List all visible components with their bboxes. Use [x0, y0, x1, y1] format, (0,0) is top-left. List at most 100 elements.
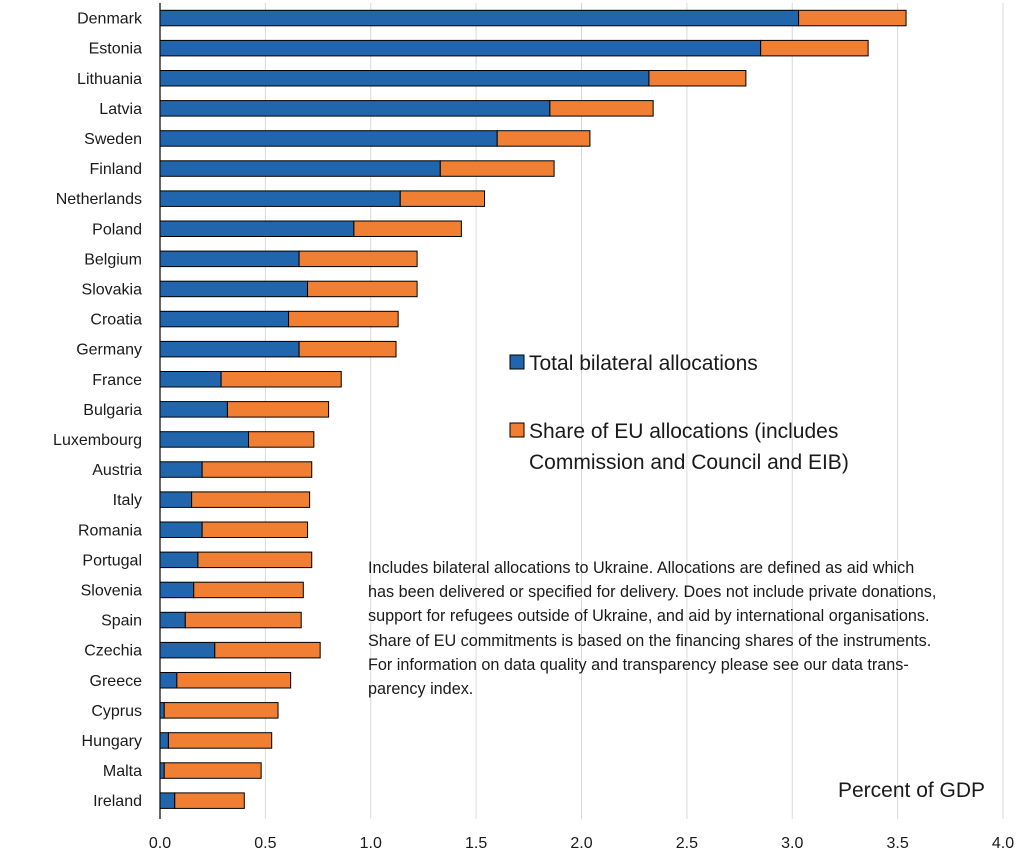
bar-eu-share [549, 100, 654, 117]
bar-bilateral [159, 431, 250, 448]
bar-bilateral [159, 702, 165, 719]
x-tick-label: 1.0 [360, 835, 382, 852]
bar-eu-share [496, 130, 591, 147]
bar-bilateral [159, 9, 800, 27]
bar-bilateral [159, 641, 216, 659]
category-label: France [92, 372, 142, 389]
category-label: Poland [92, 221, 142, 238]
note-line: Share of EU commitments is based on the … [368, 631, 932, 650]
category-labels: Denmark Estonia Lithuania Latvia Sweden Finla… [53, 11, 143, 811]
bar-eu-share [214, 641, 321, 659]
legend-label: Total bilateral allocations [529, 352, 758, 375]
bar-eu-share [201, 521, 309, 538]
bar-bilateral [159, 39, 762, 57]
note-line: Includes bilateral allocations to Ukrain… [368, 559, 915, 577]
category-label: Sweden [84, 131, 142, 148]
note-line: support for refugees outside of Ukraine,… [368, 607, 930, 626]
category-label: Lithuania [77, 71, 142, 88]
note-line: has been delivered or specified for deli… [368, 583, 937, 602]
note-line: For information on data quality and tran… [368, 655, 909, 674]
bar-eu-share [176, 672, 292, 689]
bar-eu-share [184, 611, 302, 629]
category-label: Latvia [99, 101, 142, 118]
x-tick-label: 4.0 [992, 835, 1014, 852]
category-label: Romania [78, 522, 142, 539]
category-label: Portugal [82, 552, 142, 569]
category-label: Malta [103, 763, 142, 780]
bar-bilateral [159, 551, 199, 569]
bar-eu-share [193, 581, 304, 599]
bar-bilateral [159, 371, 222, 388]
category-label: Denmark [77, 11, 143, 28]
category-label: Belgium [84, 251, 142, 268]
x-tick-label: 3.0 [781, 835, 803, 852]
bar-eu-share [760, 39, 869, 57]
bar-bilateral [159, 130, 498, 147]
bar-eu-share [248, 431, 315, 448]
category-label: Croatia [90, 312, 142, 329]
bar-bilateral [159, 310, 290, 328]
chart-note: Includes bilateral allocations to Ukrain… [368, 556, 1008, 701]
bar-eu-share [174, 792, 245, 809]
x-tick-label: 1.5 [465, 835, 487, 852]
bar-bilateral [159, 220, 355, 237]
category-label: Austria [92, 462, 142, 479]
legend-swatch [509, 354, 525, 370]
category-label: Bulgaria [83, 402, 142, 419]
bar-eu-share [307, 280, 418, 298]
bar-bilateral [159, 250, 300, 268]
bar-bilateral [159, 401, 228, 418]
bar-eu-share [798, 9, 907, 27]
bar-eu-share [353, 220, 462, 237]
legend-label: Share of EU allocations (includes [529, 420, 838, 443]
bar-eu-share [220, 371, 342, 388]
bar-bilateral [159, 581, 195, 599]
bar-eu-share [439, 160, 555, 177]
bar-bilateral [159, 160, 441, 177]
bar-eu-share [167, 732, 273, 749]
category-label: Netherlands [56, 191, 142, 208]
legend-label: Commission and Council and EIB) [529, 451, 849, 474]
category-label: Hungary [82, 733, 142, 750]
legend-swatch [509, 422, 525, 438]
category-label: Estonia [89, 41, 142, 58]
bar-bilateral [159, 491, 193, 508]
bar-bilateral [159, 611, 186, 629]
x-tick-label: 2.5 [676, 835, 698, 852]
bar-eu-share [163, 702, 279, 719]
bar-eu-share [191, 491, 311, 508]
x-tick-label: 2.0 [570, 835, 592, 852]
bar-bilateral [159, 340, 300, 358]
x-tick-label: 0.0 [149, 835, 171, 852]
bar-bilateral [159, 461, 203, 478]
category-label: Germany [76, 342, 142, 359]
bar-bilateral [159, 70, 650, 87]
category-label: Spain [101, 613, 142, 630]
x-axis-label: Percent of GDP [838, 779, 986, 802]
bar-eu-share [288, 310, 399, 328]
category-label: Luxembourg [53, 432, 142, 449]
bar-eu-share [163, 762, 262, 779]
x-tick-label: 0.5 [254, 835, 276, 852]
bar-bilateral [159, 792, 176, 809]
category-label: Italy [113, 492, 142, 509]
bar-eu-share [298, 250, 418, 268]
bar-bilateral [159, 280, 309, 298]
category-label: Slovenia [81, 582, 142, 599]
bar-eu-share [648, 70, 747, 87]
bar-eu-share [226, 401, 330, 418]
x-axis-ticks: 0.0 0.5 1.0 1.5 2.0 2.5 3.0 3.5 4.0 [149, 835, 1014, 852]
note-line: parency index. [368, 680, 474, 699]
x-tick-label: 3.5 [887, 835, 909, 852]
bar-bilateral [159, 762, 165, 779]
bar-eu-share [197, 551, 313, 569]
bar-bilateral [159, 732, 169, 749]
category-label: Cyprus [91, 703, 142, 720]
bar-eu-share [399, 190, 486, 207]
bars [159, 9, 907, 809]
category-label: Finland [90, 161, 142, 178]
bar-bilateral [159, 190, 401, 207]
category-label: Slovakia [82, 281, 143, 298]
bar-eu-share [201, 461, 313, 478]
